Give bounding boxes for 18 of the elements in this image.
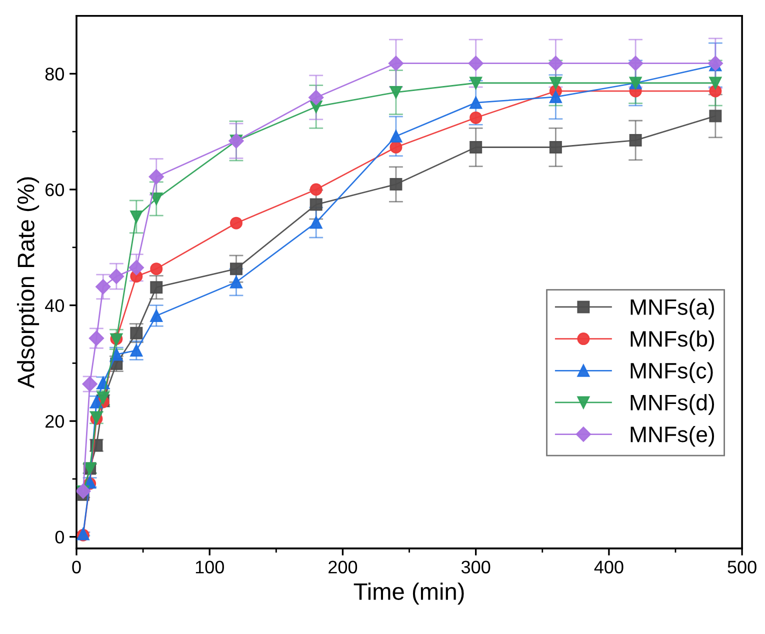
y-tick-label: 60 (46, 183, 64, 196)
legend-label: MNFs(b) (630, 330, 714, 352)
x-tick-label: 400 (594, 560, 624, 574)
x-axis-title: Time (min) (354, 582, 464, 605)
x-tick-label: 200 (328, 560, 358, 574)
y-tick-label: 40 (45, 299, 64, 312)
y-tick-label: 80 (45, 68, 64, 80)
y-tick-label: 20 (46, 414, 64, 428)
x-tick-label: 500 (728, 560, 756, 574)
y-tick-label: 0 (55, 530, 64, 544)
x-tick-label: 100 (196, 560, 224, 574)
legend-label: MNFs(a) (630, 298, 714, 320)
y-axis-title: Adsorption Rate (%) (17, 177, 40, 388)
legend-label: MNFs(d) (630, 394, 714, 415)
x-tick-label: 0 (72, 560, 81, 574)
legend-label: MNFs(e) (630, 426, 714, 447)
legend-label: MNFs(c) (630, 362, 713, 384)
x-tick-label: 300 (461, 560, 490, 574)
